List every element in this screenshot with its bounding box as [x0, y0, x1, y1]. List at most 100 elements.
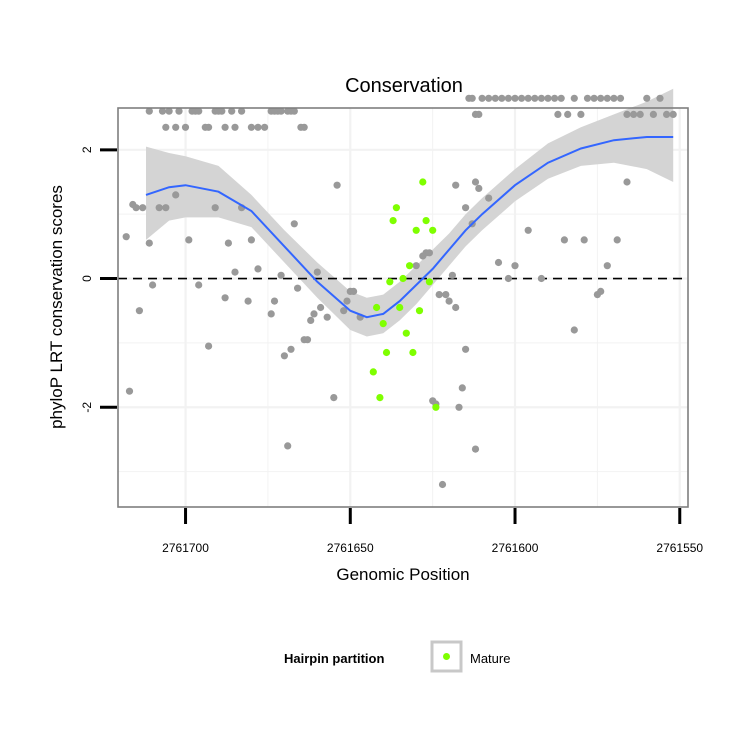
point-other [557, 94, 565, 102]
point-other [350, 287, 358, 295]
point-other [531, 94, 539, 102]
legend-label-mature: Mature [470, 651, 510, 666]
point-other [475, 184, 483, 192]
legend-title: Hairpin partition [284, 651, 384, 666]
point-other [442, 291, 450, 299]
point-other [623, 178, 631, 186]
point-other [313, 268, 321, 276]
point-other [145, 107, 153, 115]
point-other [162, 123, 170, 131]
point-other [468, 94, 476, 102]
point-mature [376, 394, 384, 402]
point-other [211, 204, 219, 212]
point-mature [412, 226, 420, 234]
point-other [228, 107, 236, 115]
loess-smooth-line [145, 136, 674, 319]
point-mature [425, 278, 433, 286]
point-other [551, 94, 559, 102]
point-other [504, 274, 512, 283]
point-other [669, 110, 677, 118]
x-tick-label: 2761550 [656, 541, 703, 555]
point-other [504, 94, 512, 102]
point-other [544, 94, 552, 102]
point-other [524, 226, 532, 234]
point-other [603, 262, 611, 270]
y-axis-title: phyloP LRT conservation scores [47, 185, 66, 429]
point-other [438, 480, 447, 489]
point-other [613, 236, 621, 244]
point-other [471, 178, 480, 186]
point-mature [419, 178, 427, 186]
point-mature [392, 204, 400, 212]
point-other [139, 204, 147, 212]
point-mature [369, 368, 377, 376]
point-other [158, 107, 167, 115]
point-other [412, 262, 420, 270]
point-other [597, 94, 605, 102]
x-axis-title: Genomic Position [336, 565, 469, 584]
point-other [149, 281, 157, 289]
point-other [231, 268, 239, 276]
point-other [247, 123, 255, 131]
point-other [290, 220, 298, 228]
point-other [307, 316, 315, 324]
point-other [554, 110, 562, 118]
point-other [478, 94, 486, 102]
point-mature [382, 348, 391, 357]
point-other [663, 110, 671, 118]
point-other [125, 387, 134, 395]
point-other [471, 445, 480, 453]
point-other [310, 310, 318, 318]
point-mature [402, 329, 410, 337]
legend-key-mature-dot [443, 653, 450, 660]
point-other [537, 274, 546, 283]
x-tick-label: 2761650 [327, 541, 374, 555]
point-other [445, 297, 453, 305]
point-other [261, 123, 269, 131]
point-other [649, 110, 658, 118]
point-other [524, 94, 532, 102]
point-other [221, 294, 229, 302]
point-other [122, 233, 130, 241]
point-other [221, 123, 229, 131]
point-other [455, 403, 463, 411]
point-other [462, 204, 470, 212]
point-other [577, 110, 585, 118]
legend-key-box [430, 640, 463, 673]
point-other [330, 394, 338, 402]
point-other [172, 191, 180, 199]
point-mature [386, 278, 394, 286]
point-other [494, 258, 503, 267]
x-tick-label: 2761700 [162, 541, 209, 555]
point-other [218, 107, 226, 115]
point-other [303, 336, 312, 344]
point-other [518, 94, 526, 102]
point-other [340, 307, 348, 315]
point-other [462, 345, 470, 353]
point-other [656, 94, 664, 102]
point-other [195, 281, 203, 289]
point-other [636, 110, 644, 118]
point-other [135, 307, 143, 315]
point-other [511, 262, 519, 270]
point-other [238, 107, 246, 115]
chart-title: Conservation [345, 75, 463, 97]
point-other [590, 94, 598, 102]
point-other [560, 236, 569, 244]
point-other [231, 123, 239, 131]
x-axis: 2761700 2761650 2761600 2761550 [162, 508, 703, 555]
point-other [254, 265, 262, 273]
point-other [623, 110, 631, 118]
point-other [452, 181, 460, 189]
point-other [244, 297, 252, 305]
point-other [630, 110, 638, 118]
point-other [155, 204, 163, 212]
point-other [132, 204, 140, 212]
point-other [475, 110, 483, 118]
x-tick-label: 2761600 [492, 541, 539, 555]
point-mature [429, 226, 437, 234]
point-other [537, 94, 546, 102]
confidence-ribbon [146, 88, 674, 337]
point-other [277, 107, 285, 115]
